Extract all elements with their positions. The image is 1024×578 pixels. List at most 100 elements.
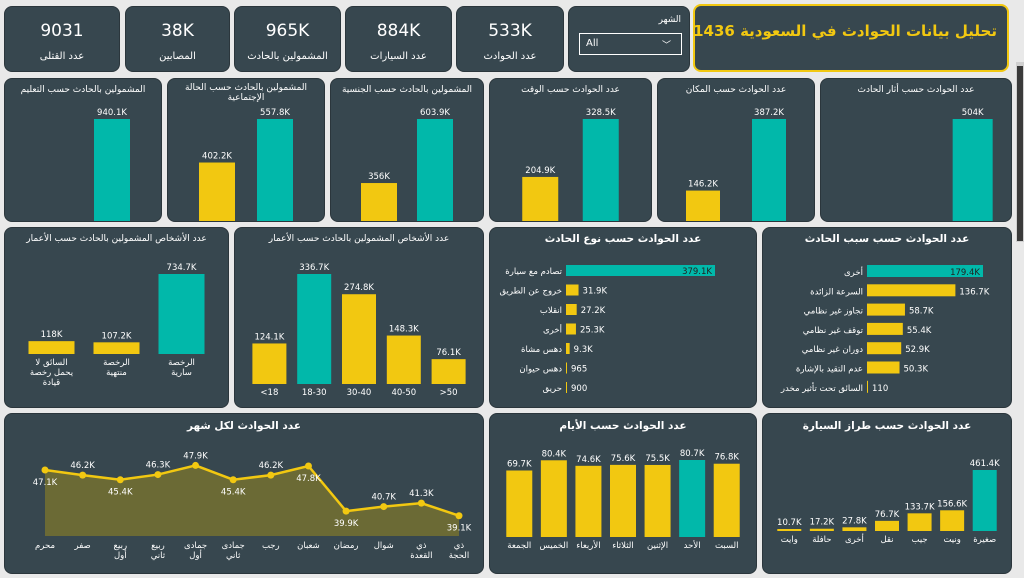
bar[interactable]: [566, 323, 576, 335]
bar[interactable]: [644, 464, 671, 537]
category-label: الجمعة: [507, 541, 531, 551]
data-label: 965: [571, 365, 587, 375]
bar[interactable]: [93, 342, 140, 354]
data-point[interactable]: [417, 499, 425, 507]
bar[interactable]: [361, 183, 397, 221]
category-label: دهس حيوان: [519, 365, 562, 375]
data-label: 118K: [41, 330, 63, 340]
bar[interactable]: [566, 343, 570, 354]
area-fill: [45, 465, 459, 536]
bar[interactable]: [679, 460, 706, 537]
slicer-label: الشهر: [658, 15, 681, 25]
data-point[interactable]: [342, 507, 350, 515]
category-label: الأربعاء: [576, 540, 600, 551]
bar[interactable]: [575, 465, 602, 537]
bar[interactable]: [952, 119, 993, 221]
chart-title: عدد الحوادث حسب الوقت: [521, 85, 620, 95]
category-label: >50: [440, 388, 458, 398]
category-label: الثلاثاء: [612, 541, 634, 551]
data-label: 136.7K: [959, 287, 989, 297]
chart-license: عدد الأشخاص المشمولين بالحادث حسب الأعما…: [4, 227, 229, 408]
bar[interactable]: [257, 119, 293, 221]
chart-svg: 504Kحادثتلفيات22.4Kحادثإصابات7Kحادثوفيات: [952, 108, 993, 221]
chart-title: عدد الحوادث حسب نوع الحادث: [544, 233, 702, 245]
kpi-value: 965K: [265, 21, 310, 41]
bar[interactable]: [777, 529, 802, 531]
category-label: رجب: [262, 541, 280, 551]
bar[interactable]: [566, 284, 579, 296]
data-label: 156.6K: [937, 499, 967, 509]
bar[interactable]: [297, 274, 332, 384]
chart-title: عدد الأشخاص المشمولين بالحادث حسب الأعما…: [26, 234, 207, 244]
chart-ages: عدد الأشخاص المشمولين بالحادث حسب الأعما…: [234, 227, 484, 408]
chart-svg: 47.1K محرم 46.2K صفر 45.4K ربيع أول 46.3K ربيع ثا…: [33, 451, 472, 561]
chart-time: عدد الحوادث حسب الوقت 328.5Kنهارا204.9Kلي…: [489, 78, 652, 222]
data-label: 336.7K: [299, 263, 329, 273]
bar[interactable]: [907, 513, 932, 531]
page-title: تحليل بيانات الحوادث في السعودية 1436هـ: [693, 22, 997, 40]
bar[interactable]: [972, 470, 997, 531]
bar[interactable]: [28, 341, 75, 354]
bar[interactable]: [431, 359, 466, 384]
data-point[interactable]: [116, 476, 124, 484]
bar[interactable]: [506, 470, 533, 537]
month-dropdown[interactable]: All ﹀: [579, 33, 682, 55]
kpi-label: عدد القتلى: [39, 51, 85, 62]
kpi-value: 884K: [376, 21, 421, 41]
bar[interactable]: [752, 119, 786, 221]
data-label: 133.7K: [905, 502, 935, 512]
bar[interactable]: [713, 463, 740, 537]
bar[interactable]: [158, 274, 205, 354]
data-point[interactable]: [154, 471, 162, 479]
bar[interactable]: [867, 380, 868, 393]
bar[interactable]: [867, 361, 900, 374]
bar[interactable]: [867, 342, 902, 355]
scrollbar[interactable]: [1016, 62, 1024, 242]
data-point[interactable]: [79, 471, 87, 479]
category-label: 18-30: [302, 388, 327, 398]
data-point[interactable]: [304, 462, 312, 470]
bar[interactable]: [610, 464, 636, 537]
bar[interactable]: [842, 527, 867, 531]
chart-place: عدد الحوادث حسب المكان 387.2Kداخلالمدينة1…: [657, 78, 815, 222]
bar[interactable]: [809, 528, 834, 531]
data-label: 47.1K: [33, 478, 58, 488]
chart-monthly: عدد الحوادث لكل شهر 47.1K محرم 46.2K صفر 45.4…: [4, 413, 484, 574]
data-label: 204.9K: [525, 166, 555, 176]
bar[interactable]: [252, 343, 287, 384]
bar[interactable]: [417, 119, 453, 221]
bar[interactable]: [566, 382, 567, 393]
data-point[interactable]: [267, 471, 275, 479]
bar[interactable]: [867, 284, 956, 297]
bar[interactable]: [867, 322, 903, 335]
scrollbar-thumb[interactable]: [1017, 66, 1023, 241]
bar[interactable]: [342, 294, 376, 384]
data-label: 55.4K: [907, 326, 932, 336]
category-label: أخرى: [844, 266, 863, 278]
bar[interactable]: [940, 510, 965, 531]
category-label: ونيت: [943, 535, 960, 545]
data-point[interactable]: [380, 503, 388, 511]
category-label: حافلة: [812, 535, 831, 545]
bar[interactable]: [199, 162, 235, 221]
bar[interactable]: [386, 335, 421, 384]
bar[interactable]: [867, 265, 983, 277]
bar[interactable]: [94, 119, 130, 221]
bar[interactable]: [566, 265, 715, 276]
data-point[interactable]: [455, 512, 463, 520]
data-label: 80.7K: [680, 449, 705, 459]
bar[interactable]: [566, 362, 567, 374]
bar[interactable]: [582, 119, 619, 221]
bar[interactable]: [566, 304, 577, 315]
bar[interactable]: [522, 176, 559, 221]
bar[interactable]: [867, 303, 905, 316]
bar[interactable]: [540, 460, 567, 537]
data-point[interactable]: [192, 461, 200, 469]
data-point[interactable]: [41, 466, 49, 474]
data-point[interactable]: [229, 476, 237, 484]
bar[interactable]: [686, 190, 720, 221]
category-label: حريق: [543, 384, 562, 394]
data-label: 76.1K: [436, 348, 461, 358]
chart-svg: 603.9Kسعودي356Kأجنبي: [361, 108, 453, 221]
bar[interactable]: [875, 520, 899, 531]
